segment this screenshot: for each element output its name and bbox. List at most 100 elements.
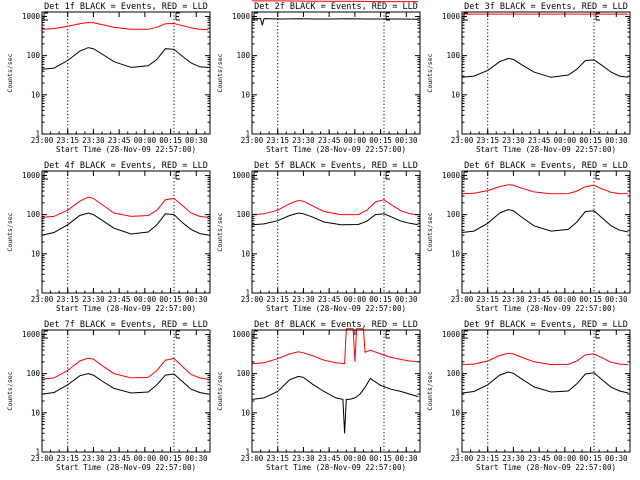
series-events-line	[251, 375, 419, 434]
x-tick-label: 00:00	[554, 454, 577, 463]
y-tick-label: 10	[451, 90, 461, 99]
x-tick-label: 23:00	[31, 454, 54, 463]
x-tick-label: 00:00	[344, 295, 367, 304]
x-tick-label: 23:30	[502, 295, 525, 304]
panel-title: Det 6f BLACK = Events, RED = LLD	[464, 161, 628, 171]
corner-mark-right	[385, 330, 390, 339]
plot-frame	[251, 170, 421, 294]
panel-title: Det 5f BLACK = Events, RED = LLD	[254, 161, 418, 171]
series-lld-line	[252, 0, 419, 3]
x-tick-label: 23:45	[318, 454, 341, 463]
y-tick-label: 100	[26, 369, 40, 378]
y-tick-label: 1000	[442, 330, 461, 339]
x-tick-label: 23:45	[108, 295, 131, 304]
y-tick-label: 10	[451, 249, 461, 258]
x-tick-label: 23:00	[241, 136, 264, 145]
series-events-line	[252, 18, 419, 26]
x-tick-label: 00:15	[159, 295, 182, 304]
panel-4: Det 4f BLACK = Events, RED = LLD 1 10 100 10…	[6, 161, 211, 313]
x-tick-label: 23:30	[82, 136, 105, 145]
x-tick-label: 23:45	[528, 454, 551, 463]
x-tick-label: 23:00	[451, 295, 474, 304]
y-tick-label: 10	[241, 249, 251, 258]
plot-frame	[41, 11, 211, 135]
series-lld-line	[461, 352, 629, 366]
series-events-line	[461, 371, 629, 394]
panel-title: Det 3f BLACK = Events, RED = LLD	[464, 2, 628, 12]
x-tick-label: 23:30	[292, 454, 315, 463]
y-tick-label: 100	[446, 369, 460, 378]
x-tick-label: 23:15	[56, 136, 79, 145]
y-tick-label: 1000	[22, 12, 41, 21]
y-tick-label: 1000	[232, 12, 251, 21]
panel-title: Det 8f BLACK = Events, RED = LLD	[254, 320, 418, 330]
x-tick-label: 00:15	[369, 136, 392, 145]
x-tick-label: 23:15	[476, 136, 499, 145]
panel-title: Det 1f BLACK = Events, RED = LLD	[44, 2, 208, 12]
y-tick-label: 1000	[442, 171, 461, 180]
x-tick-label: 23:15	[476, 295, 499, 304]
x-tick-label: 23:30	[82, 454, 105, 463]
plot-frame	[251, 329, 421, 453]
y-tick-label: 1	[245, 130, 250, 139]
y-axis-label: Counts/sec	[426, 371, 434, 410]
series-lld-line	[41, 21, 209, 31]
panel-title: Det 9f BLACK = Events, RED = LLD	[464, 320, 628, 330]
series-events-line	[251, 212, 419, 226]
corner-mark-right	[595, 171, 600, 180]
x-tick-label: 00:00	[134, 136, 157, 145]
panel-5: Det 5f BLACK = Events, RED = LLD 1 10 100 10…	[216, 161, 421, 313]
x-tick-label: 23:30	[82, 295, 105, 304]
x-tick-label: 23:45	[108, 136, 131, 145]
panel-2: Det 2f BLACK = Events, RED = LLD 1 10 100 10…	[216, 0, 421, 154]
plot-frame	[251, 11, 421, 135]
x-tick-label: 23:45	[318, 136, 341, 145]
x-axis-label: Start Time (28-Nov-09 22:57:00)	[56, 463, 196, 472]
x-tick-label: 00:30	[605, 295, 628, 304]
y-axis-label: Counts/sec	[6, 371, 14, 410]
x-tick-label: 00:15	[579, 136, 602, 145]
y-axis-label: Counts/sec	[216, 212, 224, 251]
x-tick-label: 00:30	[185, 136, 208, 145]
plot-frame	[461, 329, 631, 453]
y-tick-label: 1	[455, 289, 460, 298]
series-events-line	[461, 57, 629, 78]
y-axis-label: Counts/sec	[426, 212, 434, 251]
x-tick-label: 00:15	[369, 454, 392, 463]
y-tick-label: 1000	[232, 330, 251, 339]
y-tick-label: 10	[451, 408, 461, 417]
corner-mark-right	[385, 12, 390, 21]
plot-frame	[41, 170, 211, 294]
x-tick-label: 23:30	[502, 136, 525, 145]
y-tick-label: 100	[446, 51, 460, 60]
y-tick-label: 100	[236, 51, 250, 60]
panel-title: Det 7f BLACK = Events, RED = LLD	[44, 320, 208, 330]
x-tick-label: 23:00	[241, 295, 264, 304]
x-tick-label: 00:30	[185, 454, 208, 463]
x-tick-label: 00:15	[579, 454, 602, 463]
x-tick-label: 23:30	[292, 136, 315, 145]
x-tick-label: 23:00	[241, 454, 264, 463]
x-tick-label: 23:15	[266, 454, 289, 463]
x-tick-label: 00:00	[134, 454, 157, 463]
y-tick-label: 10	[241, 408, 251, 417]
x-tick-label: 23:45	[108, 454, 131, 463]
x-tick-label: 00:00	[344, 136, 367, 145]
series-events-line	[41, 373, 209, 395]
x-tick-label: 00:15	[579, 295, 602, 304]
series-events-line	[41, 47, 209, 70]
y-tick-label: 100	[26, 51, 40, 60]
y-tick-label: 10	[31, 90, 41, 99]
corner-mark-right	[175, 330, 180, 339]
series-lld-line	[41, 357, 209, 380]
panel-title: Det 4f BLACK = Events, RED = LLD	[44, 161, 208, 171]
corner-mark-right	[175, 12, 180, 21]
y-tick-label: 1	[35, 130, 40, 139]
x-tick-label: 23:30	[502, 454, 525, 463]
series-events-line	[461, 208, 629, 233]
y-tick-label: 1000	[22, 171, 41, 180]
y-axis-label: Counts/sec	[426, 53, 434, 92]
panel-3: Det 3f BLACK = Events, RED = LLD 1 10 100 10…	[426, 2, 631, 154]
